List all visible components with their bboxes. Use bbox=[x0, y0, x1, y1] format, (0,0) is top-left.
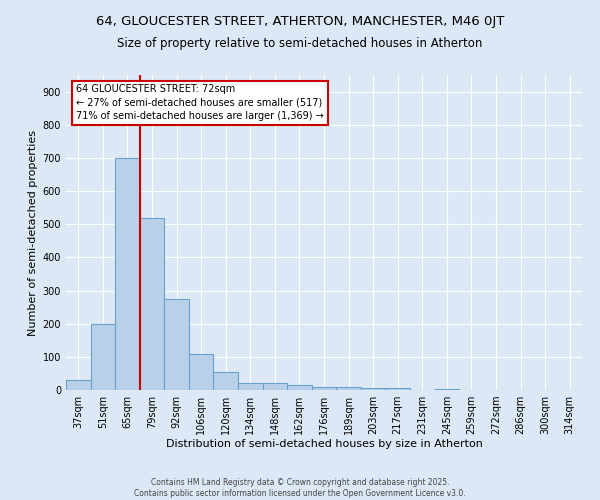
Bar bbox=[115, 158, 140, 390]
Bar bbox=[361, 388, 385, 390]
Bar bbox=[164, 299, 189, 390]
Text: Size of property relative to semi-detached houses in Atherton: Size of property relative to semi-detach… bbox=[118, 38, 482, 51]
Bar bbox=[140, 218, 164, 390]
Bar bbox=[91, 324, 115, 390]
Bar bbox=[66, 380, 91, 390]
Bar bbox=[336, 388, 361, 390]
Text: 64 GLOUCESTER STREET: 72sqm
← 27% of semi-detached houses are smaller (517)
71% : 64 GLOUCESTER STREET: 72sqm ← 27% of sem… bbox=[76, 84, 324, 121]
Bar bbox=[287, 385, 312, 390]
Text: Contains HM Land Registry data © Crown copyright and database right 2025.
Contai: Contains HM Land Registry data © Crown c… bbox=[134, 478, 466, 498]
Y-axis label: Number of semi-detached properties: Number of semi-detached properties bbox=[28, 130, 38, 336]
Bar bbox=[238, 382, 263, 390]
Bar bbox=[189, 354, 214, 390]
Bar bbox=[385, 388, 410, 390]
Bar bbox=[434, 388, 459, 390]
Bar bbox=[312, 386, 336, 390]
X-axis label: Distribution of semi-detached houses by size in Atherton: Distribution of semi-detached houses by … bbox=[166, 438, 482, 448]
Text: 64, GLOUCESTER STREET, ATHERTON, MANCHESTER, M46 0JT: 64, GLOUCESTER STREET, ATHERTON, MANCHES… bbox=[96, 15, 504, 28]
Bar bbox=[263, 384, 287, 390]
Bar bbox=[214, 372, 238, 390]
